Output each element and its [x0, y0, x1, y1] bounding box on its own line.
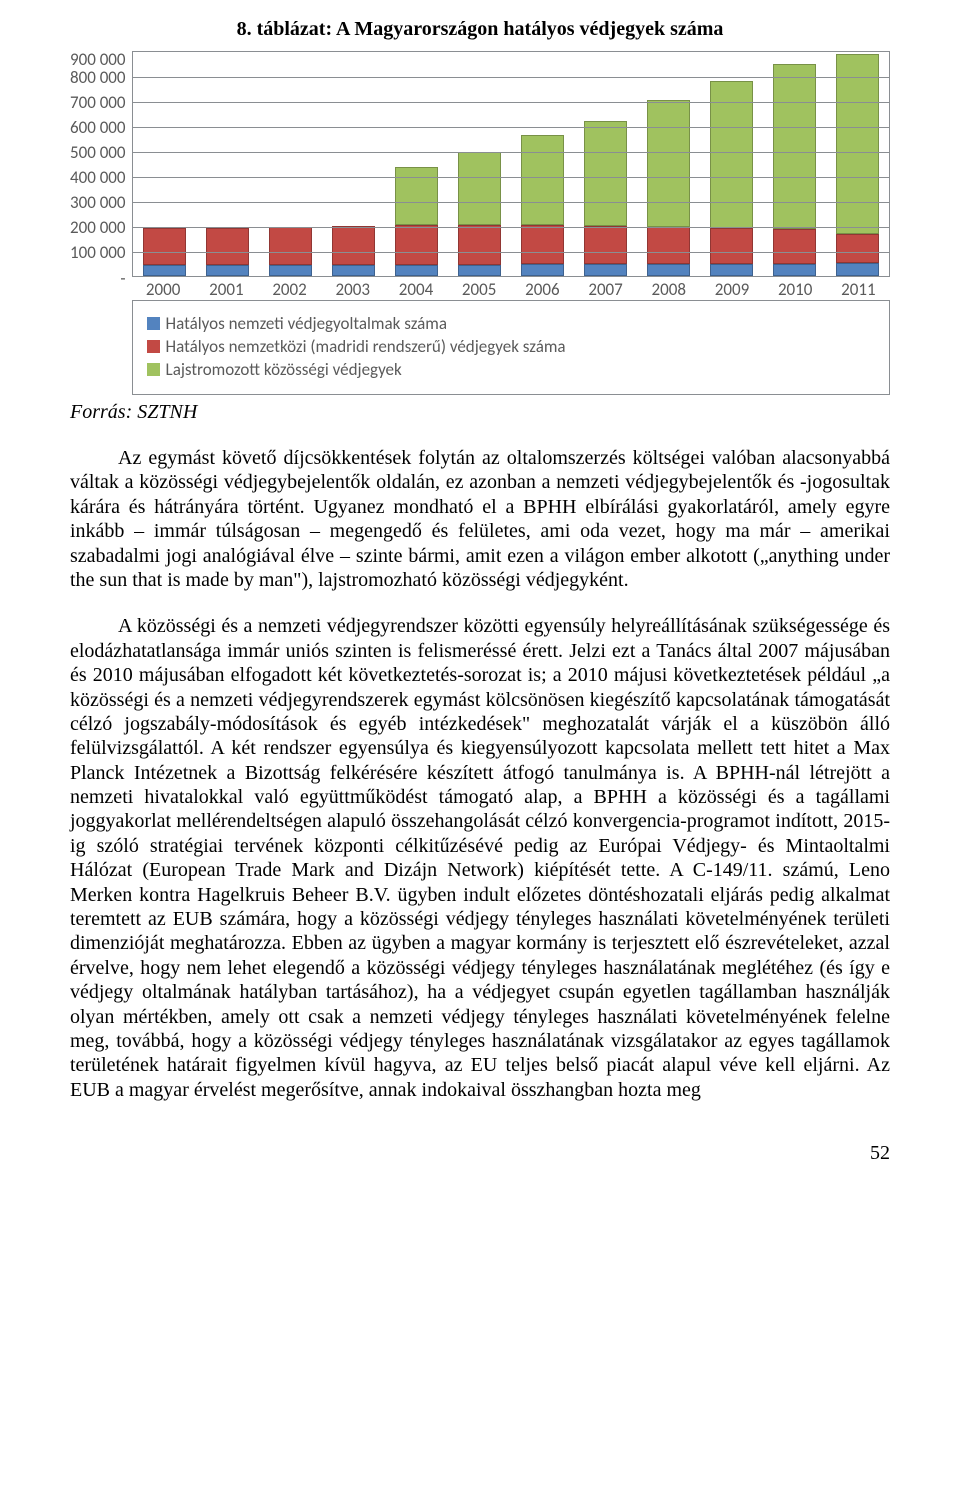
chart-bar [521, 135, 564, 276]
legend-item: Lajstromozott közösségi védjegyek [147, 359, 875, 380]
chart-plot-area [132, 51, 890, 276]
chart-source: Forrás: SZTNH [70, 401, 890, 424]
chart-x-tick: 2008 [647, 279, 690, 300]
chart-x-tick: 2009 [710, 279, 753, 300]
legend-swatch [147, 317, 160, 330]
page-number: 52 [70, 1142, 890, 1165]
chart-x-tick: 2010 [774, 279, 817, 300]
chart-x-tick: 2004 [394, 279, 437, 300]
chart-x-tick: 2001 [205, 279, 248, 300]
chart-bar [836, 54, 879, 276]
chart-y-tick: 500 000 [70, 140, 126, 165]
chart-bars [133, 52, 889, 276]
chart-bar [773, 64, 816, 277]
chart-y-tick: 600 000 [70, 115, 126, 140]
legend-swatch [147, 363, 160, 376]
legend-label: Hatályos nemzetközi (madridi rendszerű) … [166, 336, 566, 357]
chart-x-tick: 2000 [142, 279, 185, 300]
paragraph-2: A közösségi és a nemzeti védjegyrendszer… [70, 614, 890, 1102]
chart-bar [458, 152, 501, 276]
chart-y-tick: 800 000 [70, 65, 126, 90]
chart-bar [710, 81, 753, 277]
chart-y-tick: 900 000 [70, 51, 126, 65]
legend-item: Hatályos nemzeti védjegyoltalmak száma [147, 313, 875, 334]
chart-bar [647, 100, 690, 277]
chart-x-tick: 2007 [584, 279, 627, 300]
chart-x-tick: 2003 [331, 279, 374, 300]
chart-y-tick: 700 000 [70, 90, 126, 115]
legend-swatch [147, 340, 160, 353]
chart-legend: Hatályos nemzeti védjegyoltalmak számaHa… [132, 300, 890, 395]
chart-x-labels: 2000 2001 2002 2003 2004 2005 2006 2007 2008 2009… [132, 277, 890, 300]
legend-label: Hatályos nemzeti védjegyoltalmak száma [166, 313, 447, 334]
chart-x-tick: 2005 [458, 279, 501, 300]
chart-y-tick: 200 000 [70, 215, 126, 240]
chart-y-tick: - [70, 265, 126, 288]
chart-y-tick: 400 000 [70, 165, 126, 190]
chart-x-tick: 2011 [837, 279, 880, 300]
legend-item: Hatályos nemzetközi (madridi rendszerű) … [147, 336, 875, 357]
chart-title: 8. táblázat: A Magyarországon hatályos v… [70, 18, 890, 41]
chart-container: 900 000800 000700 000600 000500 000400 0… [70, 51, 890, 395]
chart-bar [332, 226, 375, 277]
legend-label: Lajstromozott közösségi védjegyek [166, 359, 402, 380]
chart-y-labels: 900 000800 000700 000600 000500 000400 0… [70, 51, 132, 395]
chart-y-tick: 300 000 [70, 190, 126, 215]
chart-bar [395, 167, 438, 276]
paragraph-1: Az egymást követő díjcsökkentések folytá… [70, 446, 890, 592]
chart-x-tick: 2006 [521, 279, 564, 300]
chart-y-tick: 100 000 [70, 240, 126, 265]
chart-x-tick: 2002 [268, 279, 311, 300]
